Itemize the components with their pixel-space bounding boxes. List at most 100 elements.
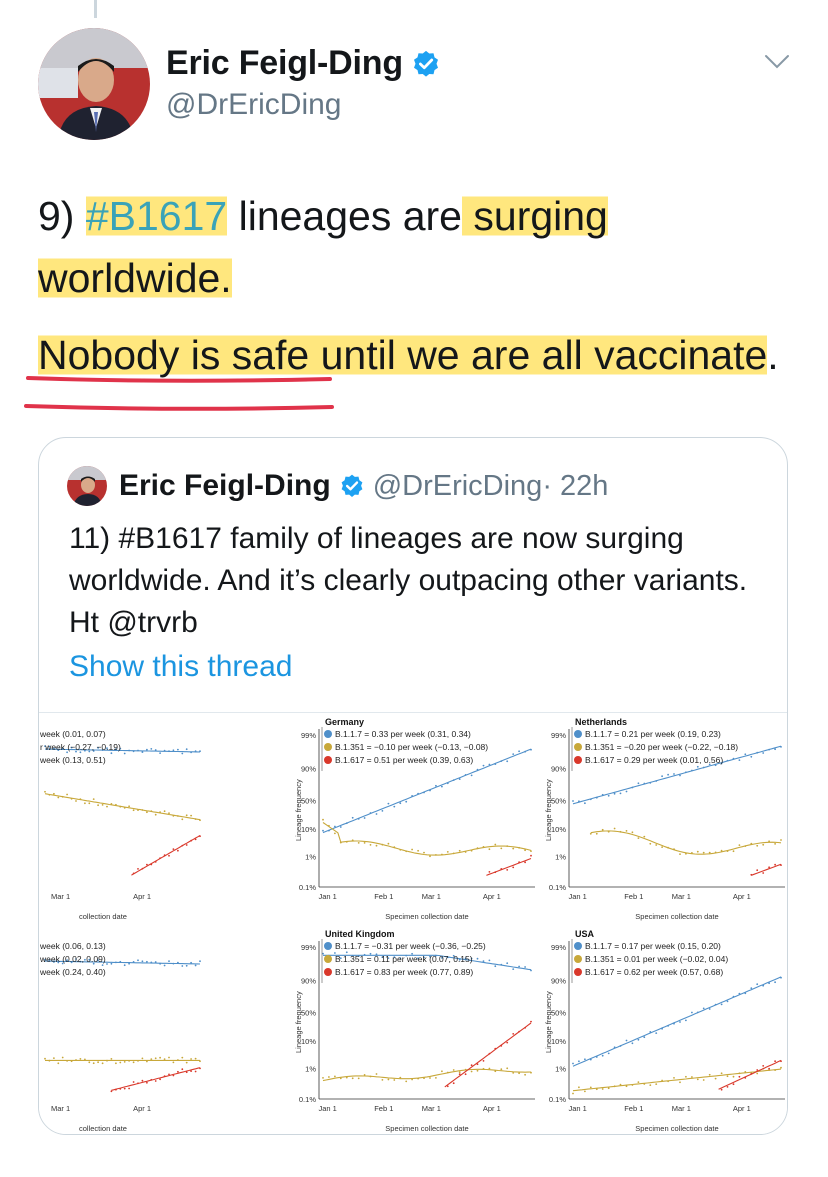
chart-panel-5: 99% 90% 50% 10% 1% 0.1% Lineage frequency Unite… <box>289 925 539 1134</box>
quoted-author-avatar <box>67 466 107 506</box>
quoted-tweet-card[interactable]: Eric Feigl-Ding @DrEricDing · 22h 11) #B… <box>38 437 788 1135</box>
series-point <box>720 849 723 852</box>
series-point <box>750 842 753 845</box>
series-point <box>441 957 443 959</box>
series-point <box>667 846 669 849</box>
chart-title: Netherlands <box>575 717 627 727</box>
series-point <box>137 809 139 811</box>
series-point <box>589 1086 592 1089</box>
series-point <box>146 960 148 963</box>
series-point <box>512 1033 515 1035</box>
series-point <box>452 1069 455 1071</box>
author-name[interactable]: Eric Feigl-Ding <box>166 44 403 82</box>
series-point <box>181 752 184 755</box>
y-tick-label: 50% <box>301 1008 316 1017</box>
x-tick-label: Feb 1 <box>624 1104 643 1113</box>
series-point <box>70 746 73 749</box>
legend-entry: B.1.1.7 = −0.31 per week (−0.36, −0.25) <box>335 941 486 951</box>
series-point <box>780 976 782 979</box>
series-point <box>446 1085 449 1088</box>
series-point <box>446 851 449 853</box>
series-point <box>655 1032 658 1034</box>
series-point <box>177 961 179 964</box>
series-point <box>464 1073 467 1076</box>
red-underline-marks <box>24 376 334 411</box>
series-point <box>110 752 113 755</box>
series-point <box>619 830 622 833</box>
series-point <box>494 763 497 765</box>
series-point <box>199 1060 201 1063</box>
series-point <box>115 1062 117 1065</box>
series-point <box>132 1061 135 1064</box>
series-point <box>768 866 770 869</box>
y-tick-label: 0.1% <box>299 883 316 892</box>
series-point <box>137 959 139 962</box>
series-point <box>322 952 324 955</box>
series-point <box>132 1081 135 1083</box>
y-tick-label: 99% <box>301 731 316 740</box>
series-point <box>726 850 729 852</box>
author-handle[interactable]: @DrEricDing <box>166 88 342 121</box>
x-tick-label: Apr 1 <box>733 1104 751 1113</box>
series-point <box>601 793 604 796</box>
x-tick-label: Feb 1 <box>374 892 393 901</box>
show-thread-link[interactable]: Show this thread <box>69 650 293 683</box>
series-point <box>613 792 616 795</box>
series-point <box>181 1068 184 1071</box>
quoted-timestamp: · 22h <box>542 469 609 502</box>
series-point <box>199 1067 201 1070</box>
series-point <box>762 843 765 846</box>
chart-svg: 99% 90% 50% 10% 1% 0.1% Lineage frequency Germa… <box>294 717 535 921</box>
series-point <box>351 839 354 842</box>
series-point <box>756 1072 759 1075</box>
series-point <box>137 1060 139 1062</box>
chevron-down-icon[interactable] <box>764 54 790 70</box>
series-point <box>369 952 372 955</box>
chart-image-grid[interactable]: Mar 1 Apr 1 collection date week (0.01, 0.0… <box>39 712 787 1134</box>
x-tick-label: Apr 1 <box>483 1104 501 1113</box>
series-point <box>115 803 117 806</box>
series-point <box>732 850 735 853</box>
series-point <box>589 1058 592 1061</box>
series-point <box>194 1070 197 1073</box>
series-line-2 <box>590 830 782 855</box>
verified-badge-icon <box>413 50 438 77</box>
series-point <box>137 1082 139 1085</box>
series-point <box>141 1057 144 1060</box>
y-tick-label: 99% <box>551 731 566 740</box>
series-point <box>667 773 669 776</box>
legend-entry: B.1.1.7 = 0.17 per week (0.15, 0.20) <box>585 941 721 951</box>
series-point <box>57 796 60 799</box>
chart-panel-1: Mar 1 Apr 1 collection date week (0.01, 0.0… <box>39 713 289 925</box>
series-point <box>154 861 157 863</box>
x-axis-label: collection date <box>79 912 127 921</box>
series-point <box>720 762 723 765</box>
series-point <box>446 1071 449 1074</box>
series-point <box>357 842 360 844</box>
series-point <box>494 1047 497 1050</box>
series-point <box>762 1065 765 1067</box>
series-point <box>738 1075 741 1078</box>
author-avatar[interactable] <box>38 28 150 140</box>
series-point <box>154 961 157 963</box>
series-point <box>128 1087 130 1090</box>
series-point <box>584 1058 586 1061</box>
series-point <box>696 1078 699 1081</box>
series-point <box>97 804 99 807</box>
legend-swatch-1 <box>324 942 332 950</box>
series-point <box>518 1072 520 1075</box>
series-point <box>631 1042 634 1045</box>
series-point <box>762 872 765 874</box>
series-point <box>322 1077 324 1079</box>
series-point <box>673 1077 675 1079</box>
legend-swatch-1 <box>574 942 582 950</box>
series-point <box>685 852 687 855</box>
hashtag-link[interactable]: #B1617 <box>85 191 228 241</box>
series-point <box>494 1070 497 1073</box>
series-point <box>128 805 130 808</box>
series-point <box>411 1078 413 1081</box>
series-point <box>345 951 348 954</box>
series-point <box>53 747 55 750</box>
series-point <box>115 1088 117 1091</box>
series-point <box>106 963 108 965</box>
